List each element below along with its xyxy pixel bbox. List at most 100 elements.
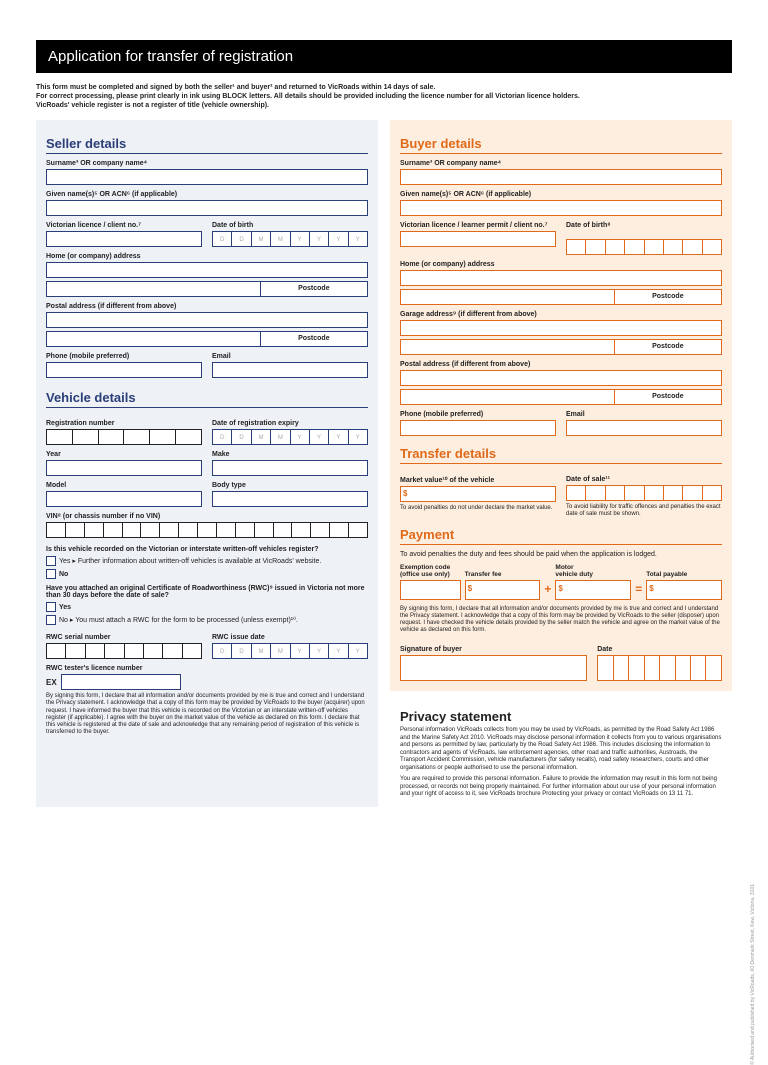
sig-date-field[interactable] [597, 655, 722, 681]
seller-email-field[interactable] [212, 362, 368, 378]
buyer-garage2[interactable]: Postcode [400, 339, 722, 355]
rwc-serial-field[interactable] [46, 643, 202, 659]
seller-dob-label: Date of birth [212, 222, 368, 229]
seller-phone-label: Phone (mobile preferred) [46, 353, 202, 360]
duty-field[interactable] [555, 580, 631, 600]
buyer-home-label: Home (or company) address [400, 261, 722, 268]
rwc-serial-label: RWC serial number [46, 634, 202, 641]
rwc-issue-field[interactable]: DDMMYYYY [212, 643, 368, 659]
form-columns: Seller details Surname³ OR company name⁴… [36, 120, 732, 807]
buyer-postal1[interactable] [400, 370, 722, 386]
seller-postal2[interactable]: Postcode [46, 331, 368, 347]
sig-field[interactable] [400, 655, 587, 681]
regexp-label: Date of registration expiry [212, 420, 368, 427]
buyer-declaration: By signing this form, I declare that all… [400, 606, 722, 635]
date-sale-note: To avoid liability for traffic offences … [566, 504, 722, 518]
buyer-heading: Buyer details [400, 136, 722, 154]
date-sale-label: Date of sale¹¹ [566, 476, 722, 483]
market-field[interactable] [400, 486, 556, 502]
buyer-email-field[interactable] [566, 420, 722, 436]
date-sale-field[interactable] [566, 485, 722, 501]
rwc-tester-field[interactable] [61, 674, 181, 690]
privacy-heading: Privacy statement [400, 709, 722, 724]
buyer-surname-field[interactable] [400, 169, 722, 185]
buyer-licence-field[interactable] [400, 231, 556, 247]
model-field[interactable] [46, 491, 202, 507]
transfer-heading: Transfer details [400, 446, 722, 464]
seller-given-field[interactable] [46, 200, 368, 216]
seller-postal-label: Postal address (if different from above) [46, 303, 368, 310]
total-field[interactable] [646, 580, 722, 600]
vehicle-heading: Vehicle details [46, 390, 368, 408]
privacy-body: Personal information VicRoads collects f… [400, 727, 722, 772]
body-field[interactable] [212, 491, 368, 507]
buyer-dob-label: Date of birth⁸ [566, 222, 722, 229]
seller-licence-field[interactable] [46, 231, 202, 247]
plus-icon: + [544, 582, 551, 600]
seller-postal1[interactable] [46, 312, 368, 328]
duty-label: Motor vehicle duty [555, 564, 631, 578]
buyer-licence-label: Victorian licence / learner permit / cli… [400, 222, 556, 229]
total-label: Total payable [646, 571, 722, 578]
sig-label: Signature of buyer [400, 646, 587, 653]
payment-intro: To avoid penalties the duty and fees sho… [400, 551, 722, 558]
intro-text: This form must be completed and signed b… [36, 83, 732, 110]
regexp-field[interactable]: DDMMYYYY [212, 429, 368, 445]
seller-surname-field[interactable] [46, 169, 368, 185]
buyer-column: Buyer details Surname³ OR company name⁴ … [390, 120, 732, 807]
privacy-body2: You are required to provide this persona… [400, 776, 722, 799]
exemption-field[interactable] [400, 580, 461, 600]
buyer-phone-label: Phone (mobile preferred) [400, 411, 556, 418]
seller-licence-label: Victorian licence / client no.⁷ [46, 222, 202, 229]
buyer-dob-field[interactable] [566, 239, 722, 255]
seller-column: Seller details Surname³ OR company name⁴… [36, 120, 378, 807]
buyer-surname-label: Surname³ OR company name⁴ [400, 160, 722, 167]
seller-home-label: Home (or company) address [46, 253, 368, 260]
sig-date-label: Date [597, 646, 722, 653]
written-q: Is this vehicle recorded on the Victoria… [46, 546, 368, 553]
payment-heading: Payment [400, 527, 722, 545]
payment-calc: Exemption code (office use only) Transfe… [400, 564, 722, 600]
vin-label: VIN⁸ (or chassis number if no VIN) [46, 513, 368, 520]
year-field[interactable] [46, 460, 202, 476]
body-label: Body type [212, 482, 368, 489]
copyright: © Authorised and published by VicRoads, … [750, 884, 756, 1065]
seller-home2[interactable]: Postcode [46, 281, 368, 297]
page-title: Application for transfer of registration [36, 40, 732, 73]
model-label: Model [46, 482, 202, 489]
buyer-postal2[interactable]: Postcode [400, 389, 722, 405]
seller-home1[interactable] [46, 262, 368, 278]
exemption-label: Exemption code (office use only) [400, 564, 461, 578]
equals-icon: = [635, 582, 642, 600]
transfer-fee-field[interactable] [465, 580, 541, 600]
reg-field[interactable] [46, 429, 202, 445]
make-field[interactable] [212, 460, 368, 476]
seller-surname-label: Surname³ OR company name⁴ [46, 160, 368, 167]
transfer-fee-label: Transfer fee [465, 571, 541, 578]
rwc-yes[interactable]: Yes [46, 602, 368, 612]
buyer-home2[interactable]: Postcode [400, 289, 722, 305]
rwc-q: Have you attached an original Certificat… [46, 585, 368, 599]
buyer-email-label: Email [566, 411, 722, 418]
ex-prefix: EX [46, 678, 57, 687]
written-no[interactable]: No [46, 569, 368, 579]
seller-email-label: Email [212, 353, 368, 360]
buyer-given-field[interactable] [400, 200, 722, 216]
rwc-issue-label: RWC issue date [212, 634, 368, 641]
buyer-home1[interactable] [400, 270, 722, 286]
buyer-given-label: Given name(s)⁵ OR ACN⁶ (if applicable) [400, 191, 722, 198]
buyer-phone-field[interactable] [400, 420, 556, 436]
market-label: Market value¹⁰ of the vehicle [400, 476, 556, 484]
seller-phone-field[interactable] [46, 362, 202, 378]
vin-field[interactable] [46, 522, 368, 538]
reg-label: Registration number [46, 420, 202, 427]
seller-given-label: Given name(s)⁵ OR ACN⁶ (if applicable) [46, 191, 368, 198]
seller-dob-field[interactable]: DDMMYYYY [212, 231, 368, 247]
buyer-garage-label: Garage address⁹ (if different from above… [400, 311, 722, 318]
buyer-garage1[interactable] [400, 320, 722, 336]
written-yes[interactable]: Yes ▸ Further information about written-… [46, 556, 368, 566]
buyer-postal-label: Postal address (if different from above) [400, 361, 722, 368]
make-label: Make [212, 451, 368, 458]
seller-declaration: By signing this form, I declare that all… [46, 693, 368, 736]
rwc-no[interactable]: No ▸ You must attach a RWC for the form … [46, 615, 368, 625]
